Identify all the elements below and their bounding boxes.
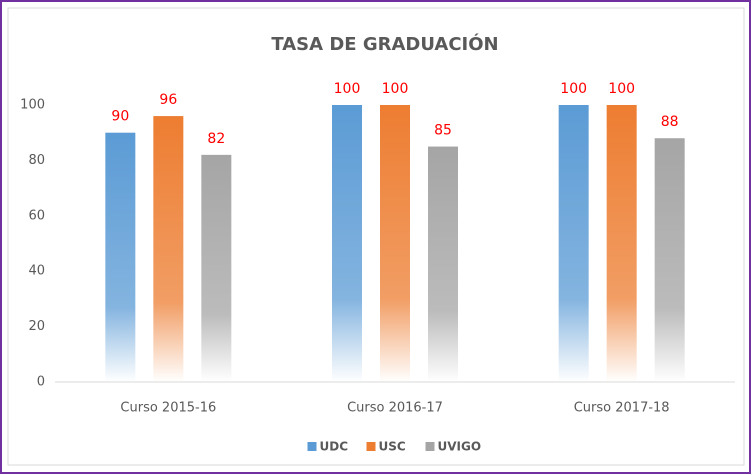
bar	[428, 146, 458, 382]
legend-swatch	[425, 442, 435, 451]
legend-label: USC	[379, 440, 406, 454]
bar	[606, 105, 637, 382]
bar	[105, 132, 136, 382]
data-label: 100	[334, 81, 361, 97]
bar	[201, 154, 232, 382]
y-tick-label: 100	[20, 98, 45, 113]
bar	[380, 105, 410, 382]
legend-label: UVIGO	[438, 440, 482, 454]
y-tick-label: 80	[28, 153, 45, 168]
bar	[153, 116, 184, 382]
bar	[332, 105, 362, 382]
data-label: 100	[608, 81, 635, 97]
legend-swatch	[307, 442, 317, 451]
chart-frame	[7, 7, 745, 466]
data-label: 100	[560, 81, 587, 97]
chart-title: TASA DE GRADUACIÓN	[271, 33, 498, 55]
y-tick-label: 20	[28, 319, 45, 334]
data-label: 90	[111, 109, 129, 125]
y-tick-label: 0	[37, 375, 45, 390]
data-label: 96	[159, 92, 177, 108]
y-tick-label: 60	[28, 208, 45, 223]
x-tick-label: Curso 2015-16	[120, 401, 216, 416]
x-tick-label: Curso 2017-18	[574, 401, 670, 416]
legend-label: UDC	[320, 440, 349, 454]
x-tick-label: Curso 2016-17	[347, 401, 443, 416]
bar	[558, 105, 589, 382]
bar	[654, 138, 685, 382]
y-tick-label: 40	[28, 264, 45, 279]
legend-swatch	[366, 442, 376, 451]
data-label: 82	[207, 131, 225, 147]
data-label: 88	[661, 114, 679, 130]
data-label: 100	[382, 81, 409, 97]
data-label: 85	[434, 123, 452, 139]
